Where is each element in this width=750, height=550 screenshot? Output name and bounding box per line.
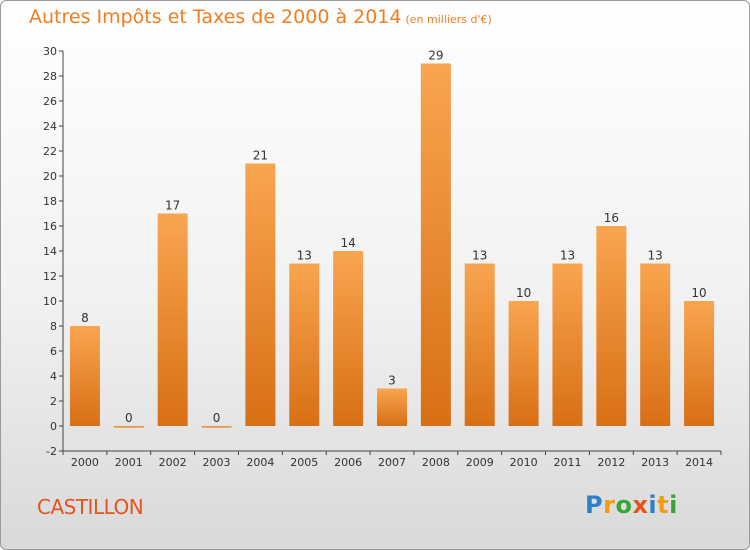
data-label: 10: [516, 286, 531, 300]
bar: [464, 263, 495, 426]
x-tick-label: 2010: [510, 456, 538, 469]
x-tick-label: 2001: [115, 456, 143, 469]
proxiti-logo: Proxiti: [585, 491, 678, 519]
y-tick-label: 2: [50, 395, 57, 408]
x-tick-label: 2006: [334, 456, 362, 469]
city-name: CASTILLON: [37, 495, 144, 519]
x-tick-label: 2007: [378, 456, 406, 469]
x-tick-label: 2000: [71, 456, 99, 469]
chart-title: Autres Impôts et Taxes de 2000 à 2014 (en…: [29, 6, 492, 28]
y-tick-label: 12: [43, 270, 57, 283]
data-label: 10: [691, 286, 706, 300]
x-tick-label: 2005: [290, 456, 318, 469]
bar: [508, 301, 539, 426]
x-tick-label: 2003: [203, 456, 231, 469]
bar: [420, 63, 451, 426]
data-label: 29: [428, 49, 443, 63]
logo-letter: P: [585, 491, 604, 519]
bar: [157, 213, 188, 426]
bar: [640, 263, 671, 426]
bar: [684, 301, 715, 426]
data-label: 0: [125, 411, 133, 425]
data-label: 13: [648, 249, 663, 263]
bar: [69, 326, 100, 426]
bar: [596, 226, 627, 426]
y-tick-label: 18: [43, 195, 57, 208]
data-label: 17: [165, 199, 180, 213]
x-tick-label: 2012: [597, 456, 625, 469]
logo-letter: r: [603, 491, 616, 519]
y-tick-label: 0: [50, 420, 57, 433]
x-tick-label: 2004: [246, 456, 274, 469]
logo-letter: t: [657, 491, 670, 519]
data-label: 0: [213, 411, 221, 425]
y-tick-label: 4: [50, 370, 57, 383]
data-label: 13: [472, 249, 487, 263]
logo-letter: i: [648, 491, 658, 519]
y-tick-label: -2: [46, 445, 57, 458]
title-text: Autres Impôts et Taxes de 2000 à 2014: [29, 6, 402, 28]
y-tick-label: 28: [43, 70, 57, 83]
y-tick-label: 24: [43, 120, 57, 133]
logo-letter: i: [669, 491, 678, 519]
bar: [289, 263, 320, 426]
bars: [69, 63, 715, 428]
data-label: 21: [253, 149, 268, 163]
x-tick-label: 2002: [159, 456, 187, 469]
data-label: 8: [81, 311, 89, 325]
y-tick-label: 22: [43, 145, 57, 158]
logo-letter: x: [632, 491, 649, 519]
y-tick-label: 26: [43, 95, 57, 108]
bar: [245, 163, 276, 426]
x-tick-label: 2013: [641, 456, 669, 469]
logo-letter: o: [615, 491, 633, 519]
bar: [333, 251, 364, 426]
y-tick-label: 8: [50, 320, 57, 333]
data-label: 14: [340, 236, 355, 250]
x-tick-label: 2011: [553, 456, 581, 469]
data-label: 3: [388, 374, 396, 388]
y-tick-label: 14: [43, 245, 57, 258]
data-labels: 8 0 17 0 21 13 14 3 29 13 10 13 16 13 10: [81, 49, 707, 426]
bar: [377, 388, 407, 426]
y-tick-label: 10: [43, 295, 57, 308]
data-label: 16: [604, 211, 619, 225]
x-tick-label: 2008: [422, 456, 450, 469]
data-label: 13: [297, 249, 312, 263]
bar: [113, 426, 144, 428]
x-tick-label: 2009: [466, 456, 494, 469]
y-tick-label: 30: [43, 45, 57, 58]
unit-label: (en milliers d'€): [405, 13, 492, 26]
data-label: 13: [560, 249, 575, 263]
y-tick-label: 20: [43, 170, 57, 183]
bar: [552, 263, 583, 426]
y-tick-label: 16: [43, 220, 57, 233]
x-tick-label: 2014: [685, 456, 713, 469]
bar: [201, 426, 232, 428]
y-tick-label: 6: [50, 345, 57, 358]
